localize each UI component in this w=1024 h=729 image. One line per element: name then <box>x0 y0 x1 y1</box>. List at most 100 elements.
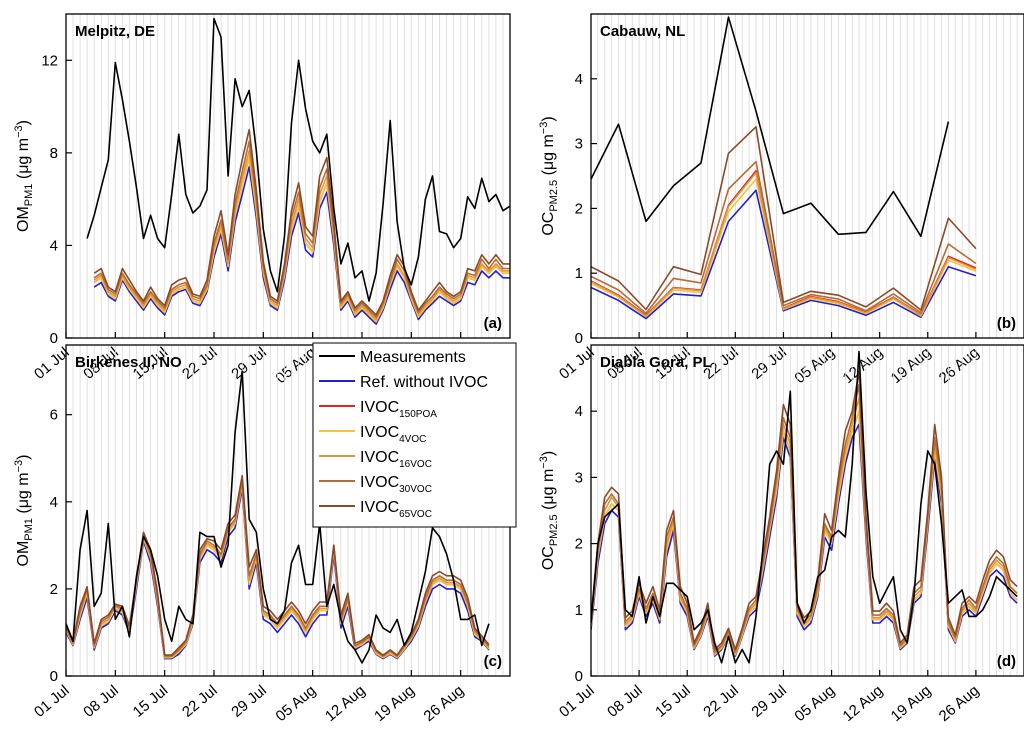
x-tick-label: 05 Aug <box>273 344 320 387</box>
legend-label-main: Ref. without IVOC <box>360 374 488 391</box>
x-tick-label: 08 Jul <box>80 682 122 721</box>
x-tick-label: 05 Aug <box>273 682 320 724</box>
series-line-ref-without-ivoc <box>591 189 977 320</box>
y-tick-label: 4 <box>575 403 583 420</box>
x-tick-label: 19 Aug <box>888 344 935 387</box>
x-tick-label: 12 Aug <box>840 344 887 387</box>
x-tick-label: 01 Jul <box>556 682 598 721</box>
y-tick-label: 1 <box>575 265 583 282</box>
legend-label-sub: 4VOC <box>399 434 426 445</box>
y-axis-label-main: OC <box>540 212 557 236</box>
panel-tag: (d) <box>997 653 1016 670</box>
legend-label-sub: 65VOC <box>399 509 432 520</box>
panel-title: Melpitz, DE <box>75 23 155 40</box>
y-tick-label: 0 <box>50 668 58 685</box>
y-axis-label-main: OM <box>15 541 32 567</box>
y-tick-label: 2 <box>575 536 583 553</box>
x-tick-label: 01 Jul <box>31 682 73 721</box>
series-line-ivoc30voc <box>93 140 510 319</box>
legend-label: IVOC16VOC <box>360 449 432 470</box>
y-axis-label-sup: −3 <box>538 122 550 135</box>
y-tick-label: 4 <box>50 237 58 254</box>
grid-lines <box>72 14 504 338</box>
legend-label-sub: 150POA <box>399 409 437 420</box>
panel-tag: (b) <box>997 315 1016 332</box>
series-group <box>86 17 510 325</box>
y-axis-label-main: OC <box>540 546 557 570</box>
x-tick-label: 26 Aug <box>936 344 983 387</box>
series-group <box>591 16 977 320</box>
legend-label: IVOC65VOC <box>360 499 432 520</box>
x-tick-label: 15 Jul <box>130 682 172 721</box>
y-tick-label: 2 <box>575 200 583 217</box>
x-tick-label: 26 Aug <box>936 682 983 724</box>
x-tick-label: 15 Jul <box>652 682 694 721</box>
legend-label-sub: 16VOC <box>399 459 432 470</box>
legend-label: IVOC30VOC <box>360 474 432 495</box>
y-axis-label: OCPM2.5 (μg m−3) <box>538 116 560 235</box>
y-tick-label: 1 <box>575 602 583 619</box>
y-axis-label-sup: −3 <box>13 125 25 138</box>
y-tick-label: 0 <box>575 330 583 347</box>
series-line-ivoc16voc <box>591 172 977 317</box>
y-axis-label-sub: PM2.5 <box>548 180 560 212</box>
y-axis-label: OMPM1 (μg m−3) <box>13 120 35 232</box>
grid-lines <box>597 14 1018 338</box>
series-group <box>591 350 1018 664</box>
y-tick-label: 8 <box>50 145 58 162</box>
panel-tag: (a) <box>484 315 502 332</box>
series-line-ref-without-ivoc <box>93 165 510 325</box>
y-axis-label-sub: PM1 <box>23 518 35 541</box>
y-axis-label-unit: (μg m <box>15 138 32 184</box>
y-tick-label: 2 <box>50 581 58 598</box>
series-line-measurements <box>86 17 510 302</box>
y-tick-label: 4 <box>50 494 58 511</box>
y-axis-label-unit: (μg m <box>15 472 32 518</box>
x-tick-label: 29 Jul <box>228 682 270 721</box>
plot-frame <box>590 13 1024 339</box>
legend-label: Measurements <box>360 349 466 366</box>
x-tick-label: 12 Aug <box>322 682 369 724</box>
y-axis-label-close: ) <box>15 455 32 460</box>
y-axis-label-unit: (μg m <box>540 469 557 515</box>
legend-box <box>312 342 517 528</box>
x-tick-label: 26 Aug <box>421 682 468 724</box>
series-line-measurements <box>591 16 950 238</box>
x-tick-label: 05 Aug <box>791 344 838 387</box>
series-line-ivoc4voc <box>93 156 510 323</box>
panel-title: Cabauw, NL <box>600 23 685 40</box>
x-tick-label: 19 Aug <box>371 682 418 724</box>
y-axis-label-close: ) <box>540 451 557 456</box>
x-tick-label: 19 Aug <box>888 682 935 724</box>
y-axis-label-unit: (μg m <box>540 134 557 180</box>
y-tick-label: 0 <box>50 330 58 347</box>
plot-frame <box>65 13 511 339</box>
y-tick-label: 6 <box>50 407 58 424</box>
y-axis-label-sup: −3 <box>13 460 25 473</box>
legend-label-main: IVOC <box>360 424 399 441</box>
y-axis-label-close: ) <box>15 120 32 125</box>
legend-label: IVOC4VOC <box>360 424 426 445</box>
x-tick-label: 12 Aug <box>840 682 887 724</box>
legend-label-sub: 30VOC <box>399 484 432 495</box>
panel-tag: (c) <box>484 653 502 670</box>
y-axis-label-sub: PM2.5 <box>548 514 560 546</box>
legend-label-main: IVOC <box>360 399 399 416</box>
series-line-ivoc65voc <box>591 126 977 311</box>
y-tick-label: 4 <box>575 71 583 88</box>
x-tick-label: 05 Aug <box>791 682 838 724</box>
legend-label-main: IVOC <box>360 499 399 516</box>
series-line-ivoc30voc <box>591 160 977 315</box>
x-tick-label: 22 Jul <box>700 682 742 721</box>
series-line-ivoc16voc <box>93 149 510 321</box>
series-line-measurements <box>591 350 1018 664</box>
x-tick-label: 29 Jul <box>748 682 790 721</box>
y-axis-label-sub: PM1 <box>23 184 35 207</box>
x-tick-label: 08 Jul <box>604 682 646 721</box>
y-tick-label: 3 <box>575 136 583 153</box>
y-axis-label-close: ) <box>540 116 557 121</box>
series-group <box>66 370 490 664</box>
